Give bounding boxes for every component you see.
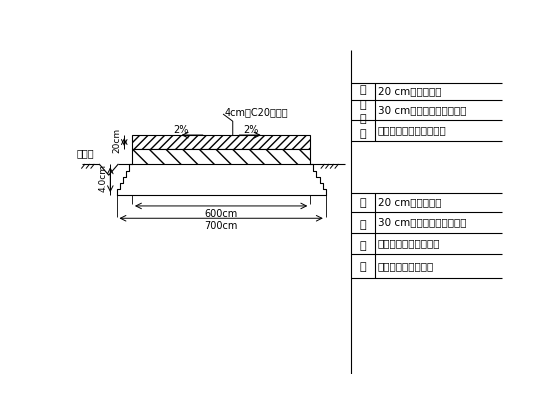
Text: 30 cm碕石（振动碎碎压）: 30 cm碕石（振动碎碎压） [377,218,466,228]
Text: 清淤换填碕石土回填: 清淤换填碕石土回填 [377,261,434,271]
Text: 松: 松 [360,198,366,208]
Text: 软: 软 [360,220,366,230]
Text: 地: 地 [360,241,366,251]
Text: 段: 段 [360,262,366,272]
Text: 700cm: 700cm [204,221,238,231]
Text: 段: 段 [360,129,366,139]
Text: 4cm厚C20混凝土: 4cm厚C20混凝土 [225,107,288,117]
Text: 2%: 2% [173,125,189,135]
Bar [132,149,310,164]
Text: 地: 地 [360,114,366,124]
Text: 4.0cm: 4.0cm [98,164,107,192]
Text: 600cm: 600cm [204,209,238,219]
Text: 30 cm碕石（振动碎碎压）: 30 cm碕石（振动碎碎压） [377,105,466,115]
Text: 般: 般 [360,100,366,110]
Text: 原始地面（振动碎碎压）: 原始地面（振动碎碎压） [377,126,446,136]
Text: 20 cm混凝土路面: 20 cm混凝土路面 [377,87,441,97]
Text: 挖除换填（分层碎压）: 挖除换填（分层碎压） [377,239,440,249]
Bar [132,135,310,149]
Text: 20 cm混凝土路面: 20 cm混凝土路面 [377,197,441,207]
Text: 20cm: 20cm [112,128,121,153]
Text: 排水沟: 排水沟 [76,149,94,159]
Text: 一: 一 [360,85,366,95]
Text: 2%: 2% [243,125,258,135]
